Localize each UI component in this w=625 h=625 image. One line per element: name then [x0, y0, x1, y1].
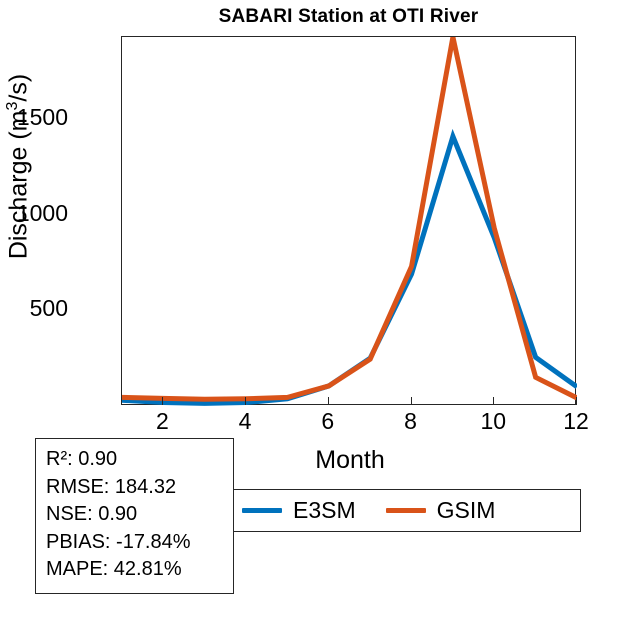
x-tick-label-2: 2	[155, 408, 169, 434]
series-line-e3sm	[122, 128, 577, 406]
stats-line-3: PBIAS: -17.84%	[46, 530, 191, 553]
series-line-gsim	[122, 37, 577, 402]
x-tick-mark-2	[162, 397, 164, 405]
x-axis-label: Month	[315, 446, 385, 474]
stats-line-4: MAPE: 42.81%	[46, 558, 182, 581]
x-tick-label-6: 6	[321, 408, 335, 434]
y-tick-label-1000: 1000	[16, 199, 68, 226]
x-tick-mark-10	[493, 397, 495, 405]
legend-label-e3sm: E3SM	[293, 497, 356, 523]
x-tick-mark-6	[327, 397, 329, 405]
x-tick-label-10: 10	[480, 408, 507, 434]
legend-label-gsim: GSIM	[436, 497, 496, 523]
stats-line-1: RMSE: 184.32	[46, 475, 177, 498]
plot-area	[121, 36, 577, 406]
stats-line-0: R²: 0.90	[46, 448, 118, 470]
stats-line-2: NSE: 0.90	[46, 503, 138, 526]
y-axis-label-base: Discharge (m	[4, 110, 33, 260]
x-tick-mark-8	[410, 397, 412, 405]
legend-entry-gsim[interactable]: GSIM	[385, 497, 496, 523]
chart-legend: E3SM GSIM	[233, 489, 581, 532]
x-tick-mark-4	[245, 397, 247, 405]
chart-title: SABARI Station at OTI River	[218, 6, 479, 27]
x-tick-mark-12	[576, 397, 577, 405]
y-tick-label-1500: 1500	[16, 104, 68, 131]
legend-swatch-gsim	[385, 508, 426, 513]
legend-entry-e3sm[interactable]: E3SM	[242, 499, 356, 522]
series-lines	[122, 37, 577, 406]
y-tick-label-500: 500	[29, 295, 68, 322]
statistics-box: R²: 0.90 RMSE: 184.32 NSE: 0.90 PBIAS: -17.…	[35, 438, 234, 594]
x-tick-label-12: 12	[563, 408, 589, 434]
x-tick-label-8: 8	[404, 408, 417, 434]
x-tick-label-4: 4	[238, 408, 252, 434]
legend-swatch-e3sm	[242, 508, 282, 513]
y-axis-label-tail: /s)	[4, 73, 33, 102]
